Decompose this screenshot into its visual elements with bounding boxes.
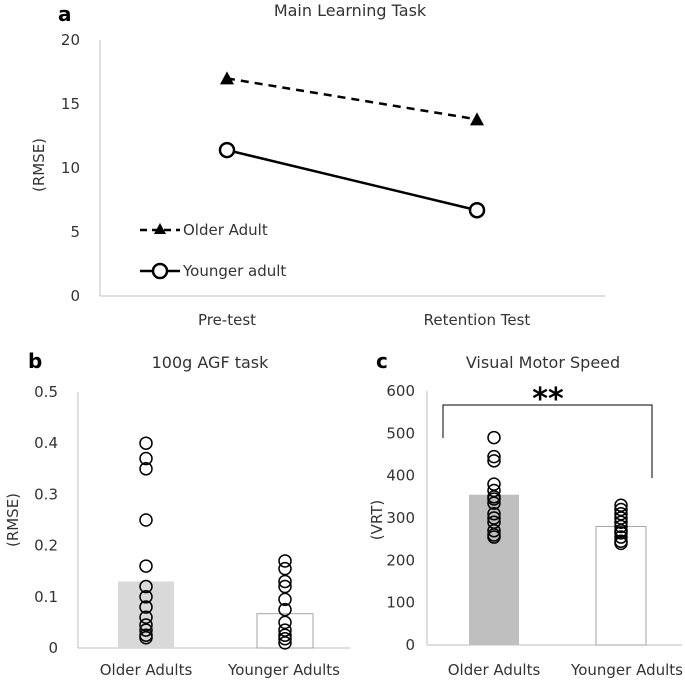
- individual-data-point: [487, 454, 501, 468]
- legend-triangle-marker: [154, 223, 166, 234]
- individual-data-point: [139, 631, 153, 645]
- panel-a-chart: a Main Learning Task (RMSE) 0 5 10 15 20 Pre…: [30, 1, 605, 329]
- y-tick-label: 0.1: [34, 588, 58, 606]
- y-tick-label: 0.4: [34, 434, 58, 452]
- individual-data-point: [278, 636, 292, 650]
- panel-a-legend: Older Adult Younger adult: [140, 221, 286, 280]
- individual-data-point: [139, 436, 153, 450]
- individual-data-point: [139, 513, 153, 527]
- panel-a-xtick-pretest: Pre-test: [198, 311, 256, 329]
- y-tick-label: 20: [61, 31, 80, 49]
- y-tick-label: 0.3: [34, 485, 58, 503]
- legend-younger-label: Younger adult: [182, 262, 286, 280]
- individual-data-point: [278, 628, 292, 642]
- individual-data-point: [278, 579, 292, 594]
- y-tick-label: 0.5: [34, 383, 58, 401]
- significance-marker: **: [532, 382, 564, 417]
- panel-b-chart: b 100g AGF task (RMSE) 00.10.20.30.40.5 …: [4, 349, 350, 679]
- y-tick-label: 0: [405, 636, 415, 654]
- panel-c-xtick-younger: Younger Adults: [570, 661, 683, 679]
- y-tick-label: 10: [61, 159, 80, 177]
- panel-b-label: b: [28, 349, 42, 373]
- individual-data-point: [278, 574, 292, 589]
- individual-data-point: [487, 507, 501, 521]
- panel-b-ylabel: (RMSE): [4, 493, 22, 547]
- individual-data-point: [278, 554, 292, 568]
- y-tick-label: 0: [48, 639, 58, 657]
- individual-data-point: [278, 632, 292, 646]
- panel-c-xtick-older: Older Adults: [448, 661, 541, 679]
- panel-a-xtick-retention: Retention Test: [424, 311, 531, 329]
- individual-data-point: [278, 561, 292, 576]
- data-point-younger: [468, 201, 486, 219]
- y-tick-label: 15: [61, 95, 80, 113]
- individual-data-point: [278, 602, 292, 617]
- individual-data-point: [139, 559, 153, 573]
- series-line-younger: [226, 148, 478, 212]
- data-point-older: [220, 71, 234, 85]
- individual-data-point: [614, 526, 628, 540]
- panel-a-label: a: [58, 2, 72, 26]
- individual-data-point: [487, 449, 501, 464]
- series-line-older: [226, 77, 478, 121]
- legend-circle-marker: [151, 262, 169, 280]
- individual-data-point: [139, 590, 153, 604]
- individual-data-point: [487, 523, 501, 538]
- individual-data-point: [139, 462, 153, 476]
- individual-data-point: [139, 579, 153, 594]
- individual-data-point: [614, 530, 628, 544]
- individual-data-point: [139, 610, 153, 625]
- individual-data-point: [487, 530, 501, 544]
- y-tick-label: 0.2: [34, 537, 58, 555]
- panel-b-title: 100g AGF task: [152, 353, 270, 372]
- individual-data-point: [487, 492, 501, 506]
- panel-a-ylabel: (RMSE): [30, 138, 48, 192]
- y-tick-label: 100: [386, 594, 415, 612]
- individual-data-point: [278, 615, 292, 630]
- y-tick-label: 5: [70, 223, 80, 241]
- significance-bracket: [442, 404, 653, 478]
- bar-younger: [256, 613, 314, 649]
- data-point-older: [470, 112, 484, 126]
- y-tick-label: 400: [386, 467, 415, 485]
- individual-data-point: [487, 430, 501, 445]
- y-tick-label: 500: [386, 424, 415, 442]
- y-tick-label: 0: [70, 287, 80, 305]
- panel-c-chart: c Visual Motor Speed (VRT) 0 100 200 300 400…: [368, 349, 683, 679]
- panel-c-ylabel: (VRT): [368, 500, 386, 540]
- bar-older: [469, 494, 519, 645]
- individual-data-point: [487, 496, 501, 510]
- individual-data-point: [139, 618, 153, 632]
- bar-younger: [595, 525, 647, 646]
- y-tick-label: 300: [386, 509, 415, 527]
- individual-data-point: [139, 600, 153, 614]
- individual-data-point: [139, 623, 153, 637]
- panel-c-title: Visual Motor Speed: [466, 353, 620, 372]
- panel-a-title: Main Learning Task: [274, 1, 427, 20]
- y-tick-label: 600: [386, 382, 415, 400]
- data-point-younger: [218, 141, 236, 159]
- y-tick-label: 200: [386, 551, 415, 569]
- individual-data-point: [614, 536, 628, 551]
- panel-c-label: c: [376, 349, 388, 373]
- individual-data-point: [139, 451, 153, 466]
- individual-data-point: [614, 519, 628, 534]
- individual-data-point: [278, 592, 292, 607]
- individual-data-point: [614, 515, 628, 529]
- legend-older-label: Older Adult: [183, 221, 268, 239]
- panel-b-xtick-older: Older Adults: [100, 661, 193, 679]
- individual-data-point: [278, 623, 292, 637]
- panel-b-xtick-younger: Younger Adults: [227, 661, 340, 679]
